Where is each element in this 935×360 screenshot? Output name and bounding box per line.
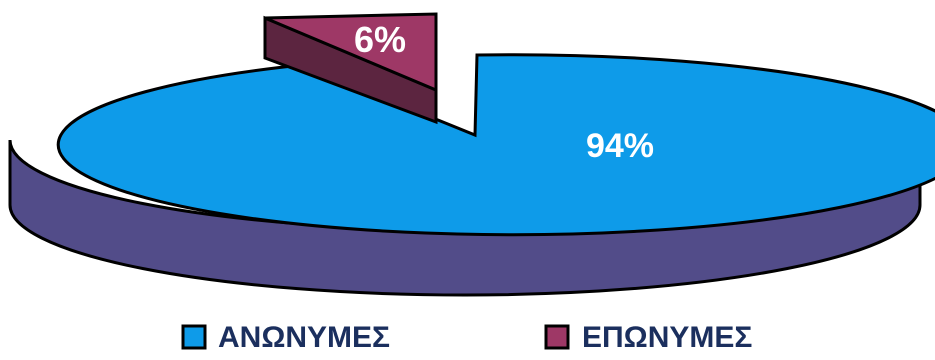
legend-swatch-named [546, 326, 568, 348]
slice-label-named: 6% [354, 19, 406, 60]
legend-item-anonymous: ΑΝΩΝΥΜΕΣ [183, 321, 390, 354]
legend: ΑΝΩΝΥΜΕΣ ΕΠΩΝΥΜΕΣ [183, 321, 752, 354]
legend-label-named: ΕΠΩΝΥΜΕΣ [582, 321, 752, 354]
legend-item-named: ΕΠΩΝΥΜΕΣ [546, 321, 752, 354]
legend-swatch-anonymous [183, 326, 205, 348]
legend-label-anonymous: ΑΝΩΝΥΜΕΣ [218, 321, 390, 354]
slice-label-anonymous: 94% [586, 127, 654, 165]
slice-anonymous [58, 55, 935, 235]
